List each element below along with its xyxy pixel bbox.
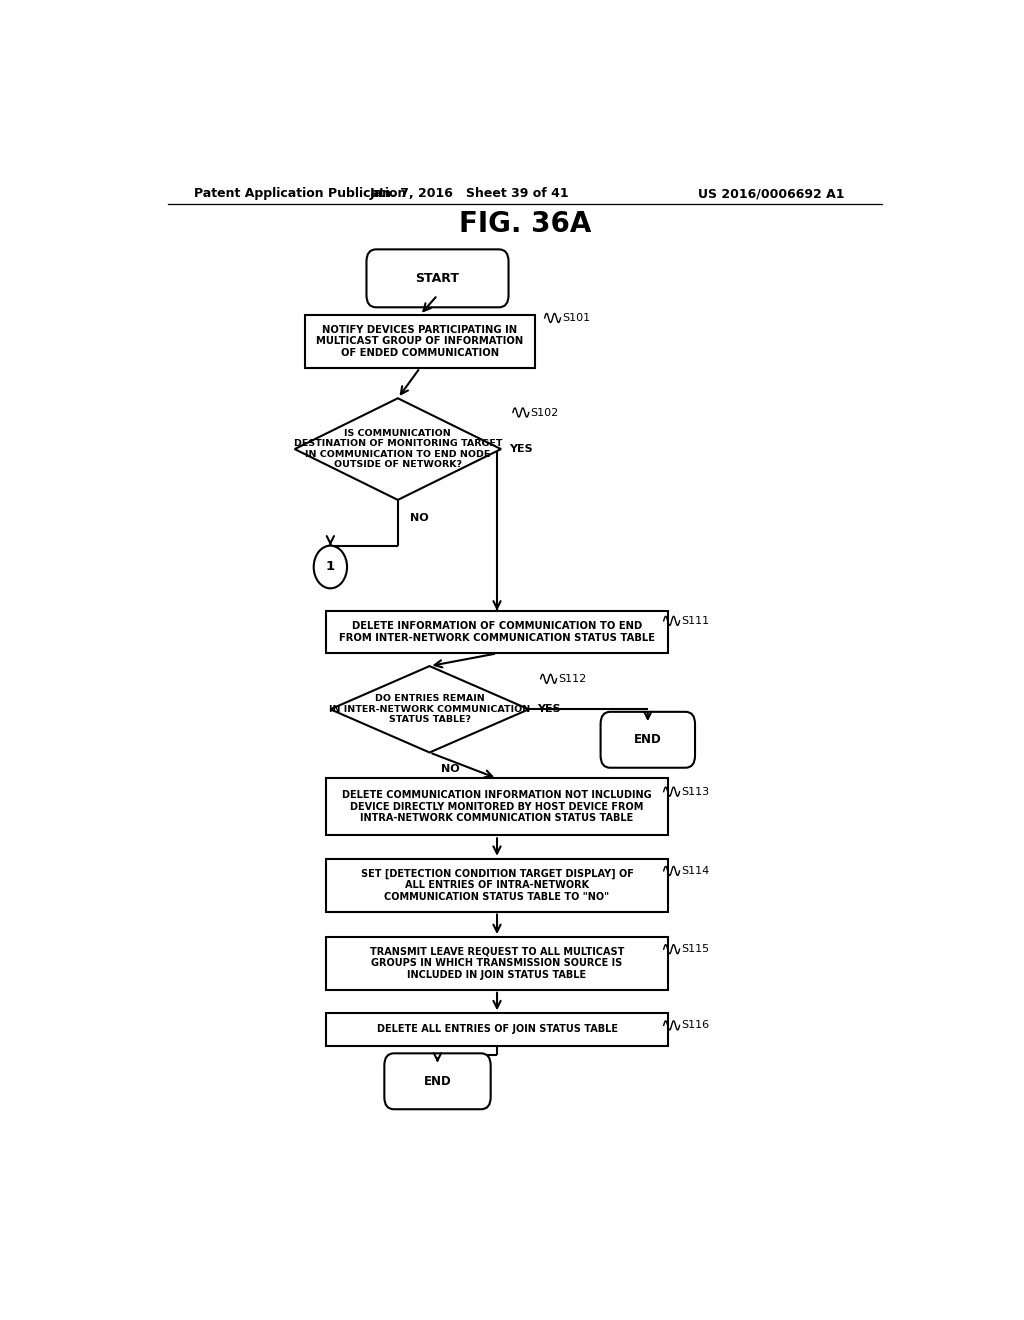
Text: S112: S112 [558, 673, 587, 684]
FancyBboxPatch shape [601, 711, 695, 768]
Text: Patent Application Publication: Patent Application Publication [194, 187, 407, 201]
Text: START: START [416, 272, 460, 285]
Text: S111: S111 [681, 616, 710, 626]
FancyBboxPatch shape [367, 249, 509, 308]
Bar [327, 779, 668, 836]
Bar [327, 859, 668, 912]
Text: END: END [634, 734, 662, 746]
Bar [327, 937, 668, 990]
Text: TRANSMIT LEAVE REQUEST TO ALL MULTICAST
GROUPS IN WHICH TRANSMISSION SOURCE IS
I: TRANSMIT LEAVE REQUEST TO ALL MULTICAST … [370, 946, 625, 979]
Text: NO: NO [410, 513, 428, 523]
Text: 1: 1 [326, 561, 335, 573]
Text: S102: S102 [530, 408, 559, 417]
Text: YES: YES [537, 705, 560, 714]
Text: NO: NO [441, 764, 460, 774]
Circle shape [313, 545, 347, 589]
Text: S113: S113 [681, 787, 710, 796]
Polygon shape [331, 667, 528, 752]
Text: DELETE COMMUNICATION INFORMATION NOT INCLUDING
DEVICE DIRECTLY MONITORED BY HOST: DELETE COMMUNICATION INFORMATION NOT INC… [342, 791, 652, 824]
Text: DO ENTRIES REMAIN
IN INTER-NETWORK COMMUNICATION
STATUS TABLE?: DO ENTRIES REMAIN IN INTER-NETWORK COMMU… [329, 694, 530, 725]
Text: FIG. 36A: FIG. 36A [459, 210, 591, 239]
Text: S116: S116 [681, 1020, 710, 1031]
Text: Jan. 7, 2016   Sheet 39 of 41: Jan. 7, 2016 Sheet 39 of 41 [370, 187, 569, 201]
Text: END: END [424, 1074, 452, 1088]
Text: DELETE ALL ENTRIES OF JOIN STATUS TABLE: DELETE ALL ENTRIES OF JOIN STATUS TABLE [377, 1024, 617, 1035]
Text: US 2016/0006692 A1: US 2016/0006692 A1 [697, 187, 844, 201]
Text: S114: S114 [681, 866, 710, 876]
Text: NOTIFY DEVICES PARTICIPATING IN
MULTICAST GROUP OF INFORMATION
OF ENDED COMMUNIC: NOTIFY DEVICES PARTICIPATING IN MULTICAS… [316, 325, 523, 358]
Text: SET [DETECTION CONDITION TARGET DISPLAY] OF
ALL ENTRIES OF INTRA-NETWORK
COMMUNI: SET [DETECTION CONDITION TARGET DISPLAY]… [360, 869, 634, 902]
Bar [327, 1014, 668, 1045]
Text: S115: S115 [681, 944, 710, 954]
Text: DELETE INFORMATION OF COMMUNICATION TO END
FROM INTER-NETWORK COMMUNICATION STAT: DELETE INFORMATION OF COMMUNICATION TO E… [339, 622, 655, 643]
FancyBboxPatch shape [384, 1053, 490, 1109]
Bar [327, 611, 668, 653]
Text: S101: S101 [562, 313, 590, 323]
Bar [305, 315, 536, 368]
Polygon shape [295, 399, 501, 500]
Text: YES: YES [509, 444, 532, 454]
Text: IS COMMUNICATION
DESTINATION OF MONITORING TARGET
IN COMMUNICATION TO END NODE
O: IS COMMUNICATION DESTINATION OF MONITORI… [294, 429, 502, 469]
